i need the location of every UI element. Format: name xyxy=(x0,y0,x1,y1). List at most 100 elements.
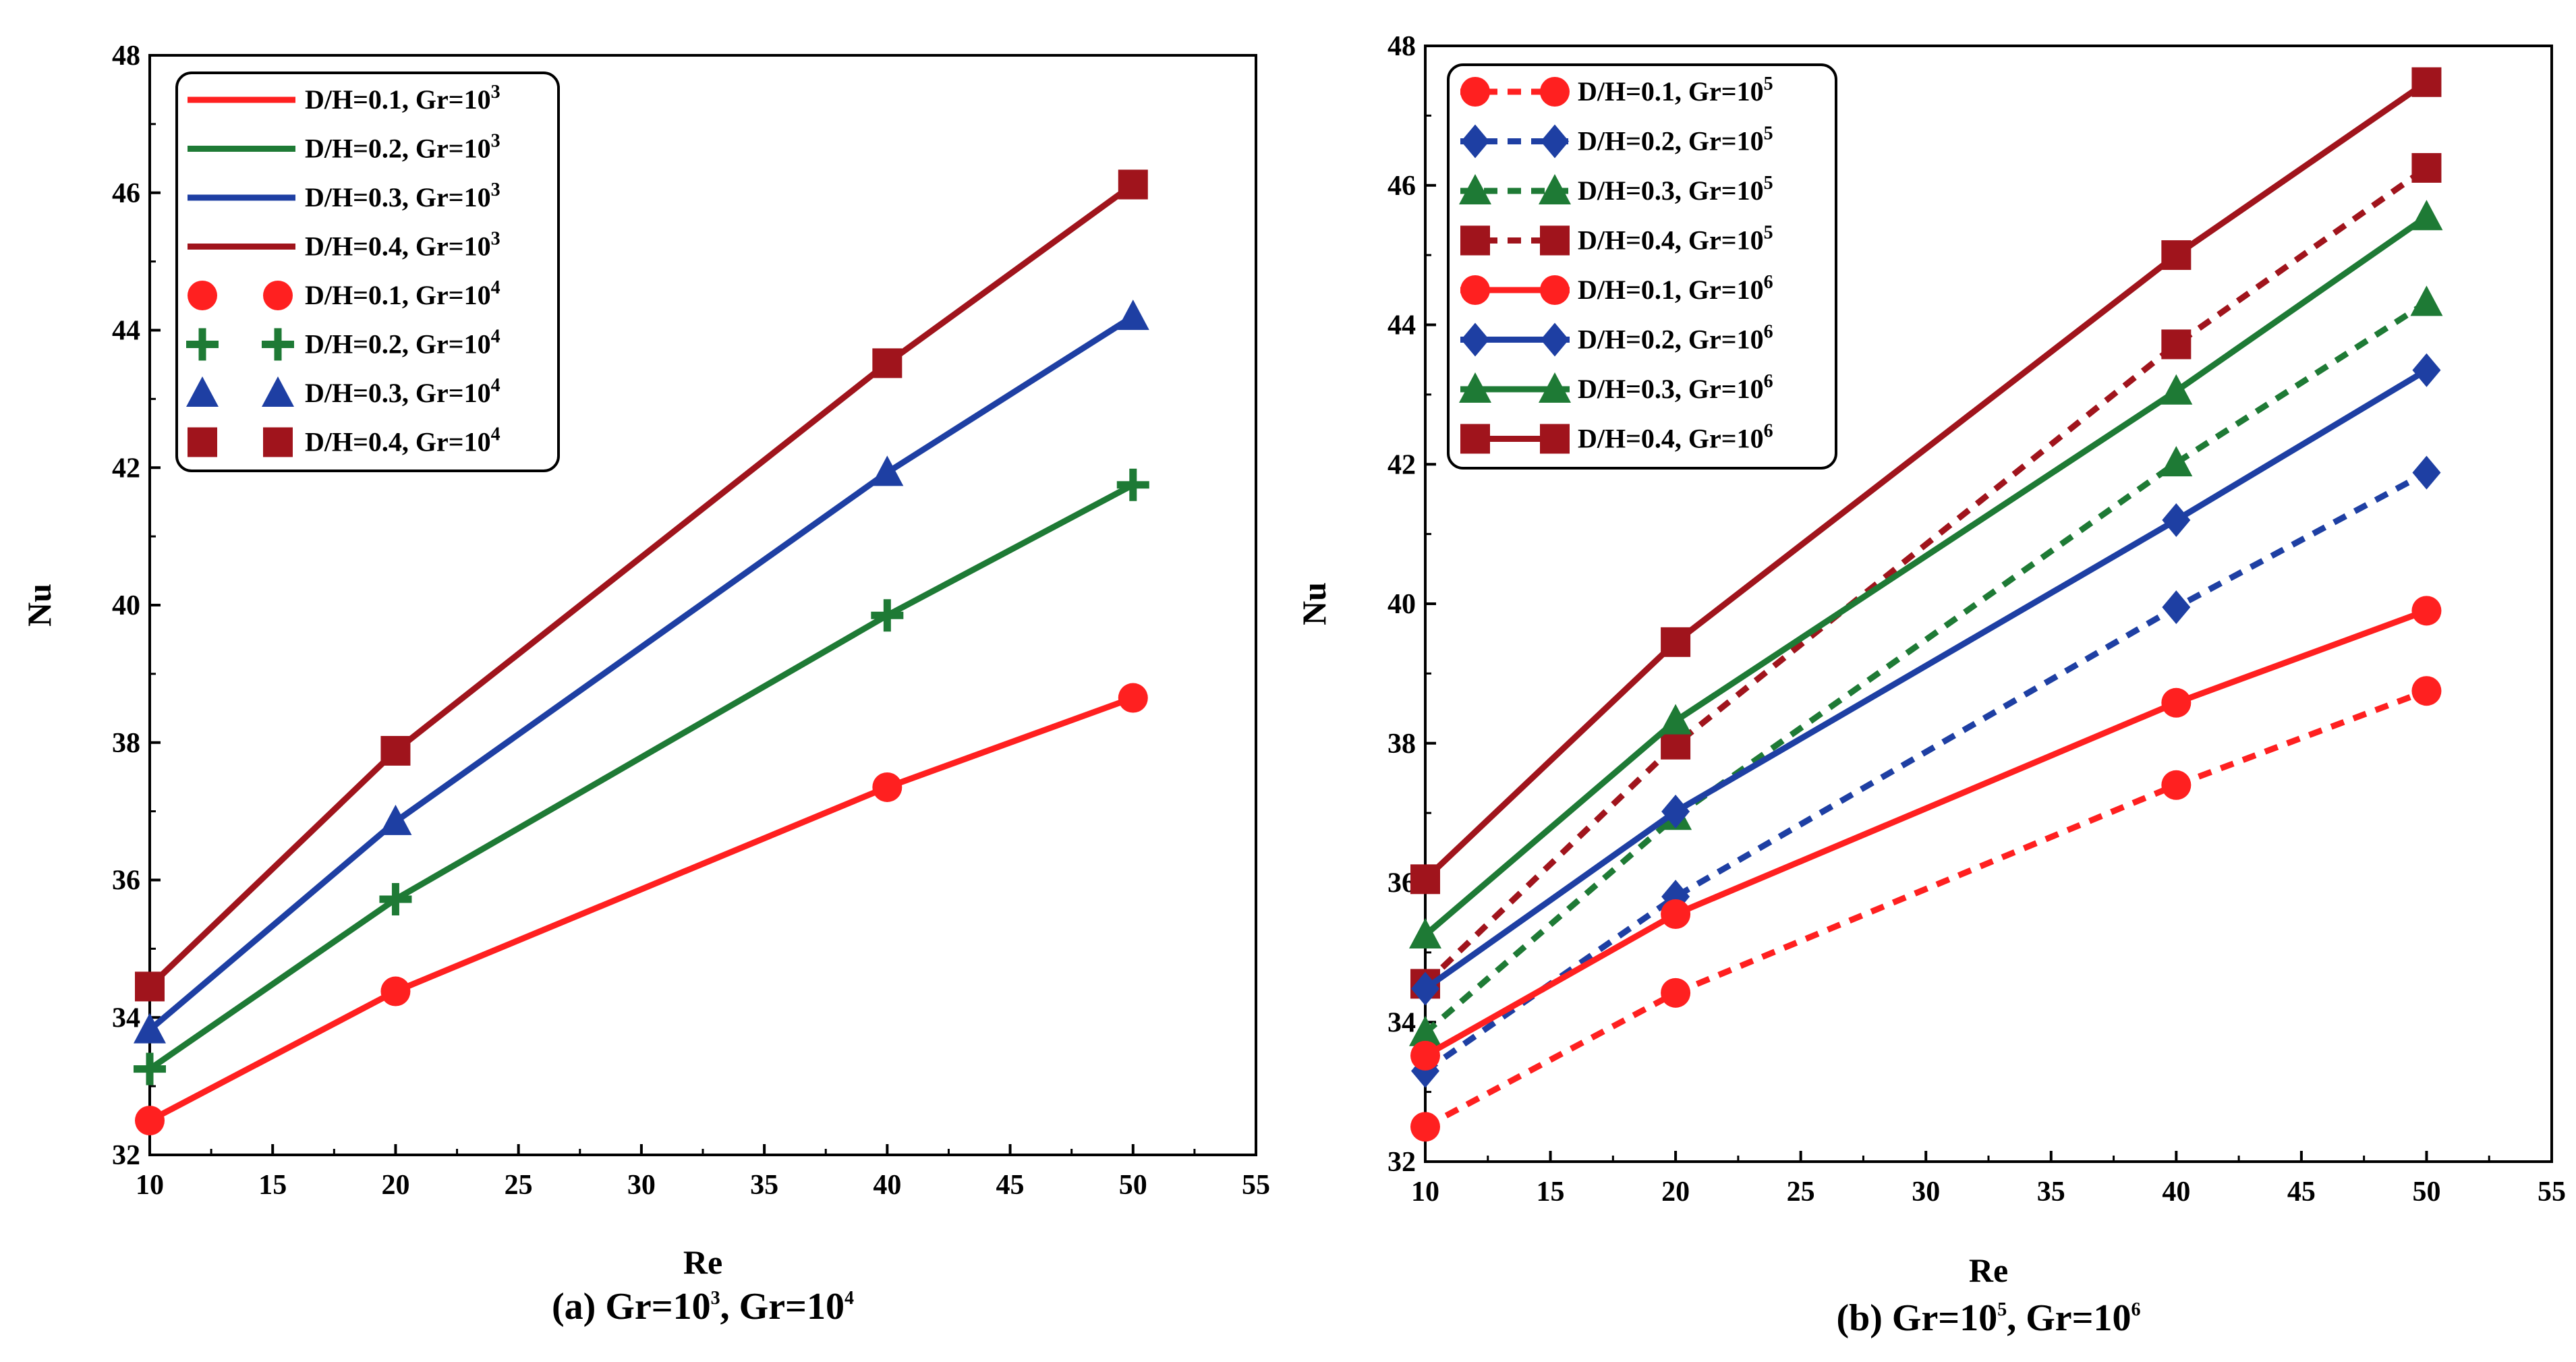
legend-entry: D/H=0.1, Gr=106 xyxy=(1460,272,1773,305)
legend-box xyxy=(175,72,560,472)
legend-entry: D/H=0.3, Gr=105 xyxy=(1459,173,1773,206)
x-tick-label: 35 xyxy=(2037,1176,2065,1208)
legend-marker xyxy=(1460,77,1490,107)
series-5 xyxy=(1410,596,2442,1071)
data-point xyxy=(2161,329,2192,360)
y-tick-label: 36 xyxy=(112,866,140,897)
data-point xyxy=(2160,374,2193,405)
legend-label: D/H=0.1, Gr=106 xyxy=(1578,272,1773,305)
x-tick-label: 30 xyxy=(627,1170,656,1201)
data-point xyxy=(1411,971,1439,1006)
x-tick-label: 40 xyxy=(2162,1176,2190,1208)
y-tick-label: 42 xyxy=(112,453,140,484)
series-3 xyxy=(148,314,1135,1033)
legend-label: D/H=0.4, Gr=105 xyxy=(1578,223,1773,256)
y-tick-label: 40 xyxy=(112,590,140,621)
chart-b: 10 15 20 25 30 35 40 45 50 55323436384042444648Re… xyxy=(1295,31,2566,1339)
series-6 xyxy=(1411,353,2441,1006)
series-line xyxy=(148,482,1135,1072)
x-axis-title: Re xyxy=(683,1243,722,1281)
x-tick-label: 25 xyxy=(505,1170,533,1201)
data-point xyxy=(2161,687,2192,718)
series-line xyxy=(1423,165,2429,986)
legend-marker xyxy=(1539,174,1571,204)
data-point xyxy=(2411,67,2442,97)
legend-marker xyxy=(1459,372,1491,403)
y-tick-label: 46 xyxy=(112,178,140,209)
data-point xyxy=(2411,152,2442,183)
series-line xyxy=(148,314,1135,1033)
legend-marker xyxy=(263,427,293,457)
data-point xyxy=(1661,627,1691,657)
series-line xyxy=(1423,80,2429,882)
legend-marker xyxy=(262,376,294,407)
series-4 xyxy=(147,181,1135,989)
y-tick-label: 44 xyxy=(1387,310,1416,341)
legend-label: D/H=0.1, Gr=104 xyxy=(305,277,500,310)
legend-marker xyxy=(1460,275,1490,305)
data-point xyxy=(1118,169,1148,200)
legend-label: D/H=0.3, Gr=106 xyxy=(1578,371,1773,404)
data-point xyxy=(1659,704,1692,735)
series-1 xyxy=(148,695,1135,1124)
legend-marker xyxy=(1541,124,1569,159)
legend-label: D/H=0.2, Gr=104 xyxy=(305,327,500,360)
legend-entry: D/H=0.4, Gr=105 xyxy=(1460,223,1773,256)
legend-entry: D/H=0.4, Gr=106 xyxy=(1460,421,1773,454)
data-point xyxy=(2162,590,2191,625)
series-5 xyxy=(135,683,1148,1136)
legend-marker xyxy=(186,376,219,407)
data-point xyxy=(2412,455,2441,490)
x-tick-label: 10 xyxy=(1411,1176,1439,1208)
legend-marker xyxy=(1540,225,1570,256)
data-point xyxy=(2412,353,2441,387)
data-point xyxy=(1661,729,1691,760)
legend-label: D/H=0.2, Gr=106 xyxy=(1578,322,1773,355)
legend-entry: D/H=0.1, Gr=103 xyxy=(188,82,500,115)
data-point xyxy=(1410,864,1440,895)
x-axis-title: Re xyxy=(1969,1251,2008,1289)
data-point xyxy=(1661,899,1691,930)
data-point xyxy=(2161,770,2192,800)
x-tick-label: 55 xyxy=(2538,1176,2566,1208)
y-tick-label: 38 xyxy=(1387,729,1416,760)
legend-marker xyxy=(1540,77,1570,107)
data-point xyxy=(2161,240,2192,271)
legend-label: D/H=0.2, Gr=103 xyxy=(305,131,500,164)
legend-label: D/H=0.4, Gr=106 xyxy=(1578,421,1773,454)
legend-label: D/H=0.4, Gr=104 xyxy=(305,424,500,457)
x-tick-label: 10 xyxy=(136,1170,164,1201)
x-tick-label: 15 xyxy=(258,1170,287,1201)
legend-entry: D/H=0.4, Gr=103 xyxy=(188,229,500,262)
legend-marker xyxy=(262,328,294,361)
data-point xyxy=(872,348,903,378)
x-tick-label: 40 xyxy=(873,1170,901,1201)
series-line xyxy=(1423,470,2428,1074)
legend-marker xyxy=(1539,372,1571,403)
data-point xyxy=(134,1013,166,1044)
data-point xyxy=(1409,918,1441,949)
chart-caption: (a) Gr=103, Gr=104 xyxy=(552,1286,854,1328)
data-point xyxy=(1118,683,1148,713)
data-point xyxy=(135,971,165,1002)
y-tick-label: 34 xyxy=(112,1002,140,1033)
series-line xyxy=(1423,688,2428,1130)
x-tick-label: 25 xyxy=(1787,1176,1815,1208)
data-point xyxy=(1116,300,1149,331)
legend-entry: D/H=0.1, Gr=104 xyxy=(188,277,500,310)
data-point xyxy=(1409,1015,1441,1046)
y-axis-title: Nu xyxy=(1295,582,1333,625)
series-line xyxy=(1423,608,2428,1058)
legend-entry: D/H=0.3, Gr=103 xyxy=(188,179,500,212)
series-7 xyxy=(1409,200,2443,949)
y-tick-label: 46 xyxy=(1387,171,1416,202)
legend-marker xyxy=(1461,322,1489,357)
series-line xyxy=(1423,300,2428,1035)
data-point xyxy=(2162,503,2191,537)
legend-marker xyxy=(186,328,219,361)
legend: D/H=0.1, Gr=105 D/H=0.2, Gr=105 D/H=0.3, G… xyxy=(1447,63,1837,470)
legend-entry: D/H=0.3, Gr=106 xyxy=(1459,371,1773,404)
data-point xyxy=(379,804,412,835)
data-point xyxy=(135,1106,165,1136)
